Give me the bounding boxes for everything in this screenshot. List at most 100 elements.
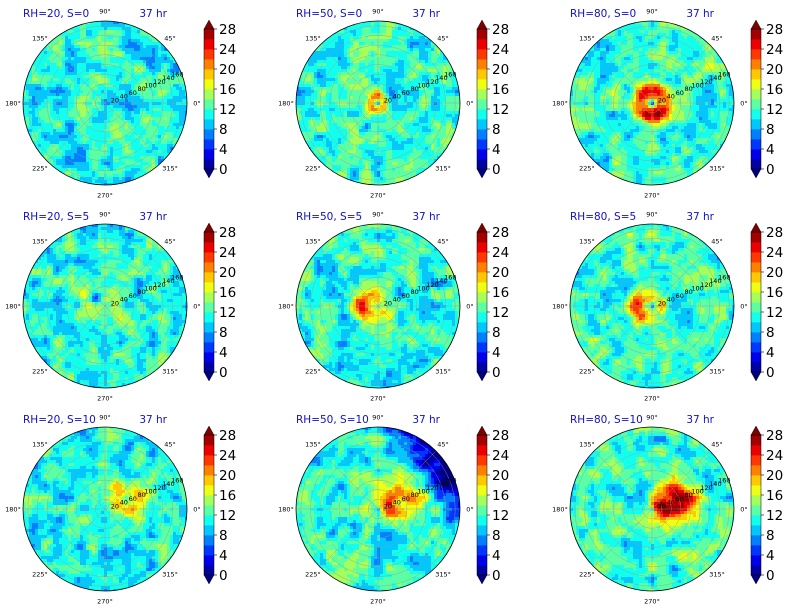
radial-tick-label: 140 bbox=[435, 480, 447, 488]
angle-tick-label: 315° bbox=[435, 571, 451, 579]
colorbar-tick-label: 16 bbox=[219, 82, 236, 98]
angle-tick-label: 0° bbox=[193, 100, 200, 108]
colorbar-band bbox=[477, 119, 487, 130]
polar-panel: 20 40 60 801001201401600°45°90°135°180°225°… bbox=[552, 414, 783, 606]
colorbar-band bbox=[477, 149, 487, 160]
colorbar-band bbox=[204, 555, 214, 566]
colorbar-tick-label: 16 bbox=[492, 285, 509, 301]
colorbar-band bbox=[477, 79, 487, 90]
angle-tick-label: 180° bbox=[278, 506, 294, 514]
polar-panel: 20 40 60 801001201401600°45°90°135°180°225°… bbox=[552, 211, 783, 403]
angle-tick-label: 315° bbox=[709, 165, 725, 173]
colorbar-band bbox=[751, 302, 761, 313]
colorbar-band bbox=[477, 242, 487, 253]
radial-tick-label: 140 bbox=[709, 480, 721, 488]
angular-gridline bbox=[593, 102, 653, 162]
radial-tick-label: 100 bbox=[144, 82, 156, 90]
colorbar-band bbox=[204, 89, 214, 100]
colorbar-band bbox=[477, 139, 487, 150]
radial-tick-label: 40 bbox=[667, 499, 675, 507]
radial-tick-label: 120 bbox=[153, 484, 165, 492]
angle-tick-label: 90° bbox=[372, 414, 384, 422]
colorbar-band bbox=[751, 59, 761, 70]
colorbar-band bbox=[204, 332, 214, 343]
colorbar-band bbox=[751, 149, 761, 160]
polar-frame bbox=[22, 223, 188, 389]
colorbar-tick-label: 24 bbox=[492, 245, 509, 261]
colorbar-extend-max bbox=[476, 222, 488, 233]
colorbar-band bbox=[477, 29, 487, 40]
angular-gridline bbox=[377, 508, 437, 568]
colorbar-band bbox=[751, 475, 761, 486]
angle-tick-label: 45° bbox=[164, 34, 176, 42]
colorbar-tick-label: 8 bbox=[492, 122, 501, 138]
colorbar-band bbox=[477, 292, 487, 303]
polar-panel: 20 40 60 801001201401600°45°90°135°180°225°… bbox=[278, 211, 509, 403]
polar-frame bbox=[22, 426, 188, 592]
colorbar-band bbox=[204, 49, 214, 60]
polar-frame bbox=[295, 223, 461, 389]
colorbar-band bbox=[477, 312, 487, 323]
angular-gridline bbox=[104, 247, 164, 307]
radial-tick-label: 120 bbox=[153, 281, 165, 289]
colorbar-tick-label: 12 bbox=[219, 102, 236, 118]
radial-tick-label: 20 bbox=[111, 96, 119, 104]
colorbar-band bbox=[204, 475, 214, 486]
colorbar-band bbox=[751, 89, 761, 100]
angle-tick-label: 180° bbox=[5, 100, 21, 108]
colorbar-tick-label: 12 bbox=[219, 305, 236, 321]
colorbar-tick-label: 0 bbox=[219, 162, 228, 178]
colorbar-tick-label: 4 bbox=[492, 548, 501, 564]
colorbar-tick-label: 4 bbox=[766, 142, 775, 158]
panel-title: RH=80, S=0 bbox=[570, 8, 636, 20]
colorbar-band bbox=[751, 79, 761, 90]
angle-tick-label: 90° bbox=[372, 8, 384, 16]
colorbar-tick-label: 16 bbox=[219, 488, 236, 504]
panel-time: 37 hr bbox=[412, 414, 440, 426]
radial-tick-label: 160 bbox=[171, 476, 183, 484]
colorbar-tick-label: 4 bbox=[219, 548, 228, 564]
angle-tick-label: 270° bbox=[644, 192, 660, 200]
radial-tick-label: 80 bbox=[138, 288, 146, 296]
colorbar-band bbox=[477, 59, 487, 70]
colorbar-band bbox=[477, 282, 487, 293]
angle-tick-label: 180° bbox=[552, 303, 568, 311]
colorbar-extend-min bbox=[476, 168, 488, 179]
radial-tick-label: 100 bbox=[144, 488, 156, 496]
colorbar-tick-label: 4 bbox=[766, 345, 775, 361]
angular-gridline bbox=[319, 102, 379, 162]
polar-frame bbox=[569, 426, 735, 592]
colorbar-tick-label: 28 bbox=[492, 22, 509, 38]
angular-gridline bbox=[104, 102, 164, 162]
colorbar-band bbox=[204, 465, 214, 476]
colorbar-band bbox=[477, 545, 487, 556]
colorbar-band bbox=[751, 232, 761, 243]
colorbar-extend-min bbox=[750, 371, 762, 382]
polar-panel: 20 40 60 801001201401600°45°90°135°180°225°… bbox=[278, 8, 509, 200]
angular-gridline bbox=[593, 305, 653, 365]
angle-tick-label: 0° bbox=[466, 506, 473, 514]
colorbar-tick-label: 4 bbox=[766, 548, 775, 564]
angle-tick-label: 180° bbox=[278, 303, 294, 311]
colorbar-band bbox=[477, 109, 487, 120]
panel-time: 37 hr bbox=[139, 8, 167, 20]
radial-tick-label: 160 bbox=[718, 273, 730, 281]
radial-tick-label: 20 bbox=[658, 502, 666, 510]
colorbar-tick-label: 8 bbox=[219, 528, 228, 544]
colorbar-band bbox=[477, 352, 487, 363]
colorbar-band bbox=[477, 99, 487, 110]
colorbar-tick-label: 12 bbox=[766, 508, 783, 524]
angle-tick-label: 135° bbox=[32, 34, 48, 42]
radial-tick-label: 140 bbox=[435, 277, 447, 285]
colorbar-band bbox=[477, 555, 487, 566]
colorbar-band bbox=[751, 352, 761, 363]
colorbar-band bbox=[204, 505, 214, 516]
panel-title: RH=20, S=5 bbox=[23, 211, 89, 223]
angular-gridline bbox=[377, 305, 437, 365]
angular-gridline bbox=[319, 247, 379, 307]
colorbar-band bbox=[204, 39, 214, 50]
colorbar-tick-label: 12 bbox=[766, 102, 783, 118]
colorbar-band bbox=[477, 272, 487, 283]
radial-tick-label: 40 bbox=[667, 296, 675, 304]
colorbar-extend-min bbox=[203, 371, 215, 382]
